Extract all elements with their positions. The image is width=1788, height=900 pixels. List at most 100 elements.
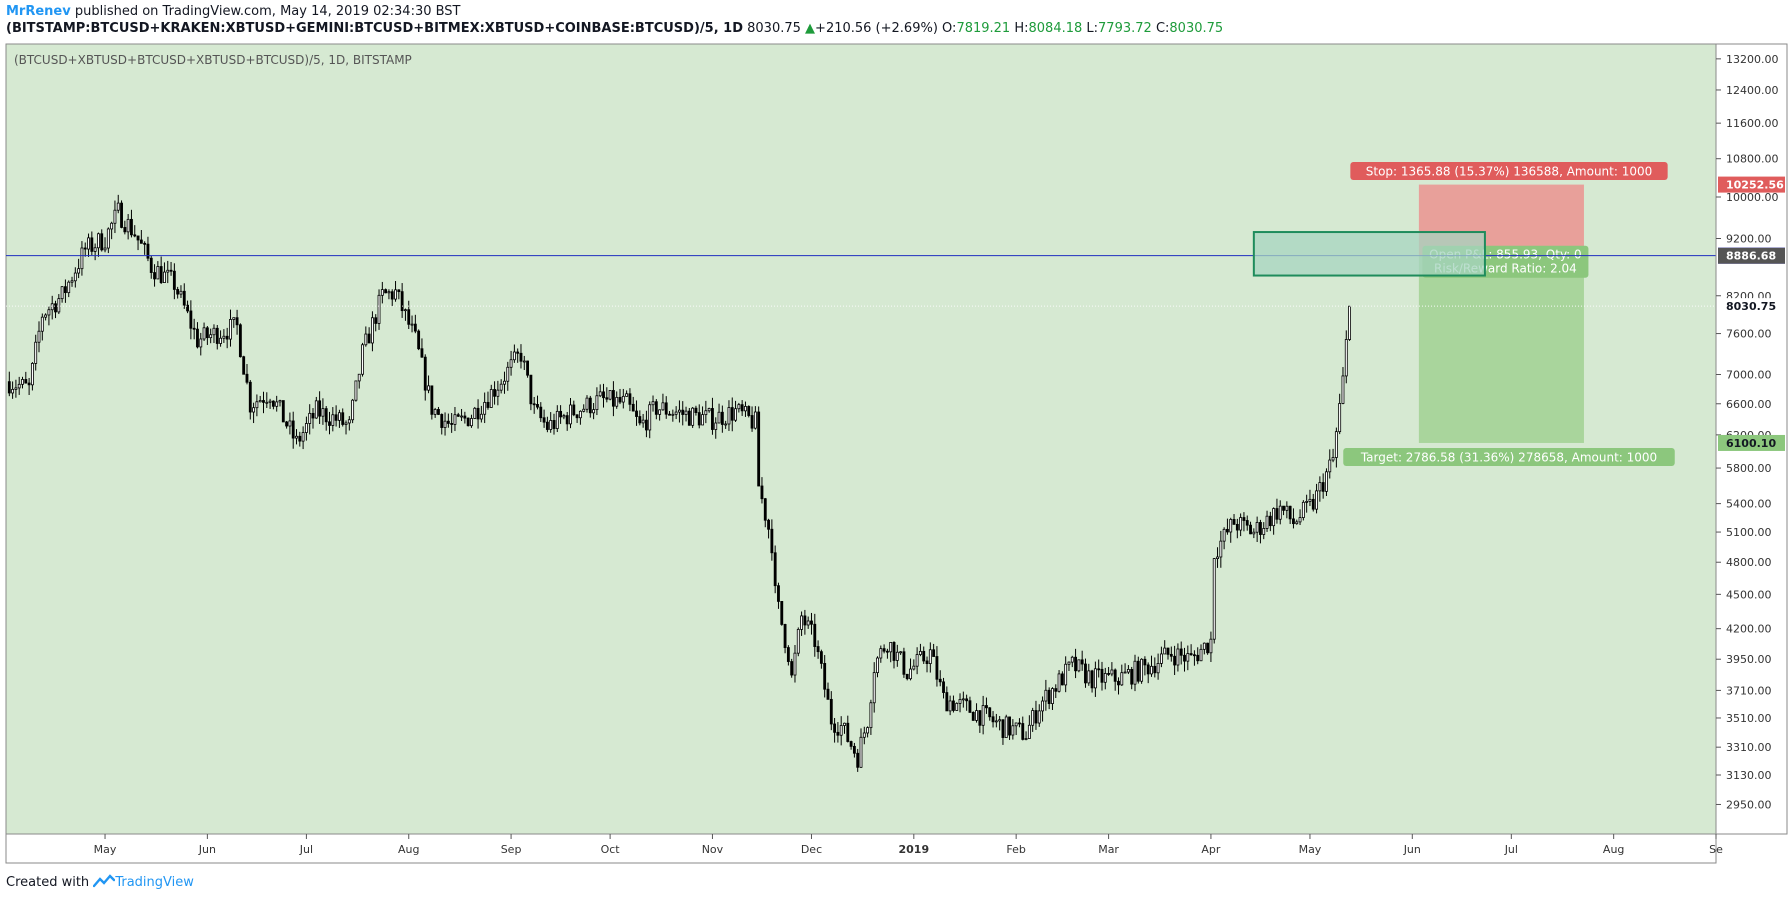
- candle: [27, 377, 31, 396]
- y-tick-label: 2950.00: [1726, 798, 1772, 811]
- candle-body: [334, 414, 338, 421]
- candle: [1024, 731, 1028, 741]
- candle-body: [882, 648, 886, 652]
- candle-body: [252, 407, 256, 413]
- candle-body: [730, 407, 734, 421]
- candle: [179, 285, 183, 298]
- candle: [889, 642, 893, 663]
- candle-body: [179, 290, 183, 295]
- candle: [1331, 448, 1335, 463]
- candle-body: [565, 415, 569, 425]
- candle-body: [1008, 716, 1011, 736]
- candle: [281, 400, 285, 423]
- candle-body: [44, 314, 48, 318]
- candle-body: [7, 381, 11, 394]
- candle-body: [1153, 665, 1157, 674]
- candle: [955, 702, 959, 711]
- candle: [757, 406, 761, 487]
- candle: [70, 276, 74, 287]
- candle-body: [608, 390, 612, 400]
- candle: [367, 327, 371, 344]
- candle: [744, 401, 747, 417]
- candle-body: [628, 393, 632, 405]
- candle: [446, 413, 450, 428]
- candle-body: [1239, 517, 1243, 531]
- candle: [714, 417, 718, 439]
- candle: [1133, 654, 1137, 692]
- candle-body: [856, 752, 860, 768]
- candle-body: [737, 404, 741, 410]
- candle: [215, 325, 219, 350]
- candle: [895, 644, 899, 667]
- candle-body: [978, 710, 982, 726]
- candle-body: [694, 407, 698, 413]
- candle: [1084, 658, 1087, 688]
- candle: [635, 400, 638, 426]
- candle-body: [1159, 653, 1163, 664]
- candle-body: [83, 247, 87, 250]
- candle: [110, 221, 114, 240]
- candle: [1348, 305, 1351, 341]
- stop-label-bg: [1350, 162, 1668, 180]
- candle: [262, 391, 265, 414]
- tradingview-brand[interactable]: TradingView: [115, 875, 194, 890]
- candle-body: [139, 239, 143, 244]
- candle-body: [136, 235, 140, 241]
- candle-body: [1004, 716, 1008, 738]
- author-name[interactable]: MrRenev: [6, 4, 71, 19]
- candle: [1074, 648, 1077, 679]
- candle: [658, 409, 662, 421]
- candle-body: [823, 663, 827, 690]
- open-value: 7819.21: [956, 21, 1011, 36]
- candle-body: [866, 727, 870, 734]
- candle: [311, 408, 315, 429]
- candle-body: [1242, 517, 1246, 521]
- candle: [671, 409, 675, 422]
- candle-body: [852, 745, 856, 754]
- candle-body: [843, 722, 846, 726]
- candle-body: [542, 417, 546, 423]
- candle: [1318, 476, 1322, 502]
- candle: [512, 344, 516, 363]
- candle-body: [258, 400, 262, 403]
- candle-body: [499, 383, 503, 391]
- candle: [341, 408, 345, 427]
- candle: [829, 691, 833, 731]
- candle-body: [638, 416, 642, 424]
- candle: [149, 255, 153, 279]
- candle-body: [902, 651, 906, 675]
- candle-body: [407, 309, 411, 325]
- candle: [876, 656, 879, 678]
- candle: [278, 399, 282, 407]
- candle: [126, 214, 130, 240]
- candle-body: [456, 414, 460, 417]
- candle: [1057, 670, 1061, 693]
- candle-body: [552, 420, 556, 429]
- candle-body: [961, 698, 965, 701]
- candle-body: [205, 327, 209, 339]
- candle-body: [1232, 519, 1236, 525]
- candle: [440, 413, 444, 435]
- candle: [1275, 498, 1279, 524]
- candle-body: [562, 415, 566, 418]
- candle: [975, 703, 978, 723]
- candle-body: [470, 418, 473, 427]
- candle: [866, 726, 870, 738]
- candle-body: [476, 407, 480, 420]
- candle-body: [892, 642, 896, 661]
- candle-body: [661, 402, 665, 411]
- candle-body: [298, 435, 302, 442]
- candle-body: [846, 722, 850, 742]
- candle: [648, 401, 652, 439]
- time-axis[interactable]: May Jun Jul Aug Sep Oct Nov Dec 2019 Feb Mar Apr May…: [94, 834, 1723, 856]
- candle: [443, 412, 447, 436]
- candle: [248, 380, 252, 420]
- candle-body: [446, 420, 450, 424]
- candle: [1001, 719, 1005, 745]
- candle-body: [149, 257, 153, 273]
- candle: [196, 322, 199, 349]
- stop-label-text: Stop: 1365.88 (15.37%) 136588, Amount: 1…: [1366, 165, 1653, 179]
- candle: [915, 647, 919, 675]
- candle-body: [625, 393, 629, 397]
